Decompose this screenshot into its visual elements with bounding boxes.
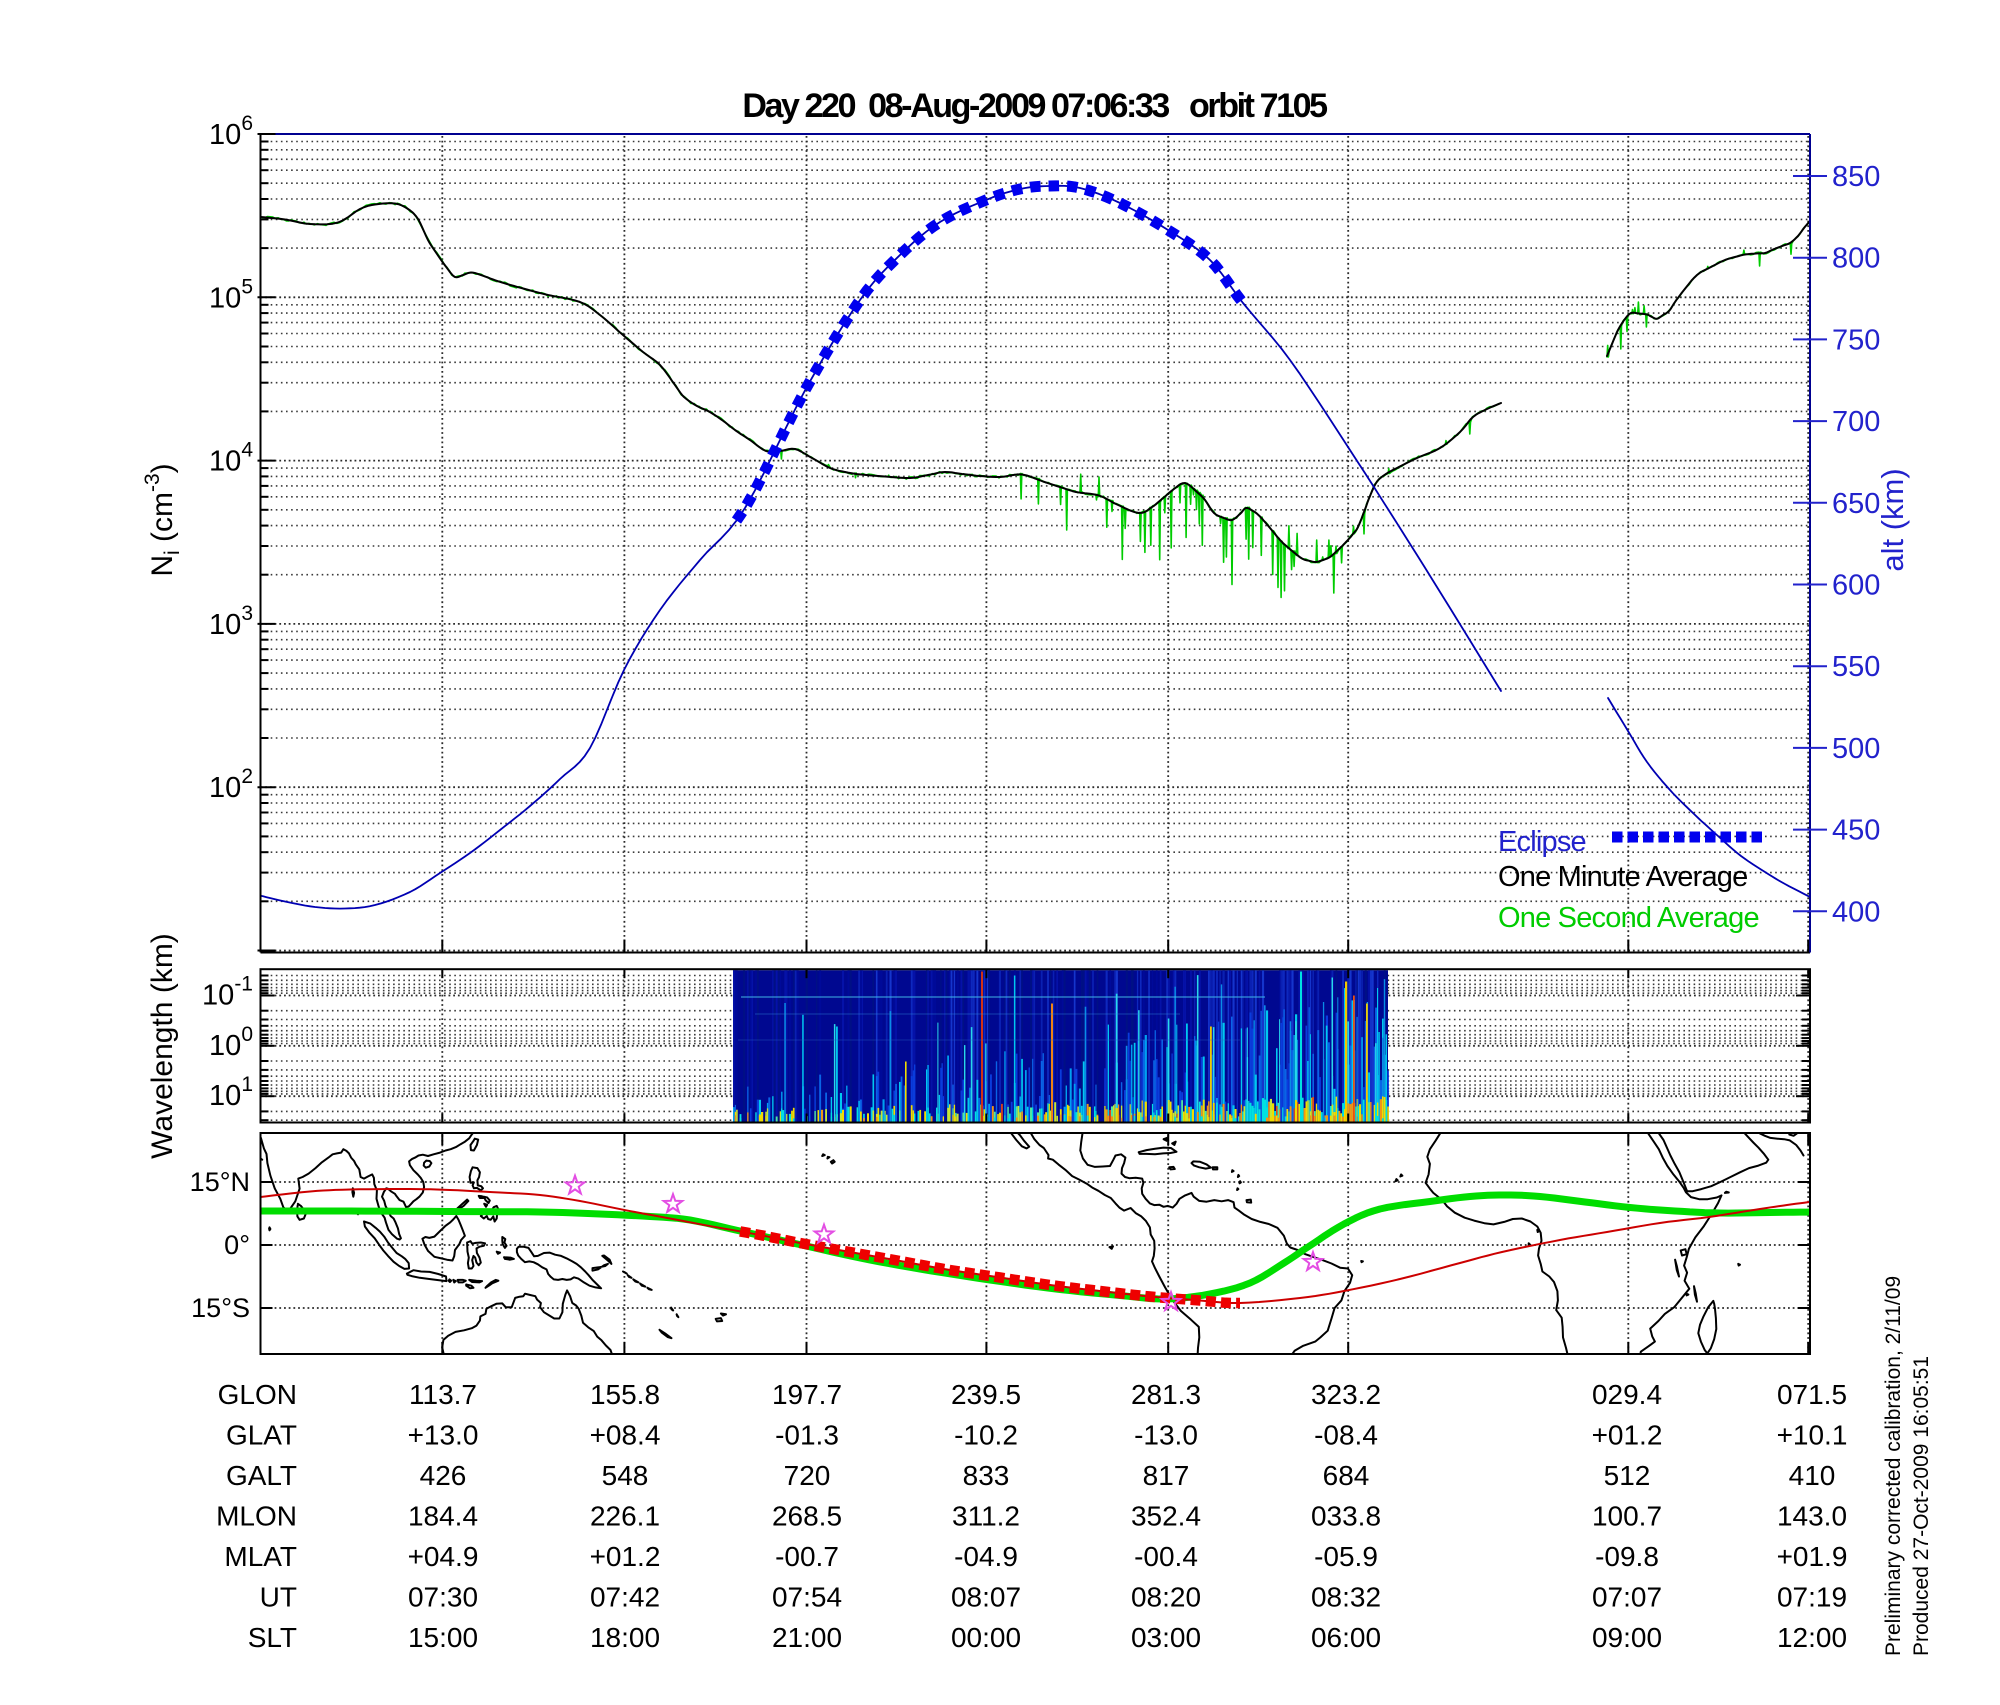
- svg-text:268.5: 268.5: [772, 1501, 842, 1532]
- svg-text:00:00: 00:00: [951, 1622, 1021, 1653]
- svg-text:21:00: 21:00: [772, 1622, 842, 1653]
- svg-text:143.0: 143.0: [1777, 1501, 1847, 1532]
- svg-text:600: 600: [1832, 570, 1880, 602]
- svg-text:-04.9: -04.9: [954, 1541, 1018, 1572]
- svg-text:155.8: 155.8: [590, 1379, 660, 1410]
- svg-text:-05.9: -05.9: [1314, 1541, 1378, 1572]
- svg-text:833: 833: [963, 1460, 1010, 1491]
- svg-text:281.3: 281.3: [1131, 1379, 1201, 1410]
- svg-text:100: 100: [209, 1023, 253, 1062]
- svg-text:750: 750: [1832, 324, 1880, 356]
- svg-text:103: 103: [209, 602, 253, 641]
- svg-text:+01.2: +01.2: [1592, 1420, 1663, 1451]
- svg-text:-13.0: -13.0: [1134, 1420, 1198, 1451]
- svg-text:Preliminary corrected calibrat: Preliminary corrected calibration, 2/11/…: [1882, 1276, 1905, 1656]
- svg-text:426: 426: [420, 1460, 467, 1491]
- svg-text:029.4: 029.4: [1592, 1379, 1662, 1410]
- svg-text:07:54: 07:54: [772, 1582, 842, 1613]
- svg-text:SLT: SLT: [248, 1622, 297, 1653]
- svg-text:100.7: 100.7: [1592, 1501, 1662, 1532]
- svg-text:+01.9: +01.9: [1777, 1541, 1848, 1572]
- svg-text:+04.9: +04.9: [408, 1541, 479, 1572]
- svg-text:197.7: 197.7: [772, 1379, 842, 1410]
- svg-text:311.2: 311.2: [952, 1501, 1020, 1532]
- svg-text:800: 800: [1832, 243, 1880, 275]
- svg-text:One Second Average: One Second Average: [1498, 902, 1759, 934]
- svg-text:400: 400: [1832, 896, 1880, 928]
- svg-text:One Minute Average: One Minute Average: [1498, 861, 1747, 893]
- svg-text:07:30: 07:30: [408, 1582, 478, 1613]
- svg-text:GLON: GLON: [218, 1379, 297, 1410]
- svg-text:720: 720: [784, 1460, 831, 1491]
- svg-text:15°S: 15°S: [191, 1293, 250, 1323]
- svg-text:550: 550: [1832, 651, 1880, 683]
- svg-text:06:00: 06:00: [1311, 1622, 1381, 1653]
- svg-text:410: 410: [1789, 1460, 1836, 1491]
- svg-text:104: 104: [209, 439, 253, 478]
- svg-text:548: 548: [602, 1460, 649, 1491]
- svg-text:+08.4: +08.4: [590, 1420, 661, 1451]
- svg-text:+10.1: +10.1: [1777, 1420, 1848, 1451]
- svg-text:12:00: 12:00: [1777, 1622, 1847, 1653]
- svg-text:352.4: 352.4: [1131, 1501, 1201, 1532]
- svg-text:033.8: 033.8: [1311, 1501, 1381, 1532]
- svg-text:684: 684: [1323, 1460, 1370, 1491]
- svg-text:650: 650: [1832, 488, 1880, 520]
- svg-text:18:00: 18:00: [590, 1622, 660, 1653]
- svg-text:07:07: 07:07: [1592, 1582, 1662, 1613]
- svg-text:15°N: 15°N: [190, 1167, 250, 1197]
- svg-text:102: 102: [209, 765, 253, 804]
- svg-text:Eclipse: Eclipse: [1498, 826, 1586, 858]
- svg-text:Wavelength (km): Wavelength (km): [146, 933, 179, 1159]
- svg-text:071.5: 071.5: [1777, 1379, 1847, 1410]
- svg-text:106: 106: [209, 112, 253, 151]
- svg-text:0°: 0°: [224, 1230, 250, 1260]
- svg-text:MLON: MLON: [216, 1501, 297, 1532]
- svg-text:105: 105: [209, 275, 253, 314]
- svg-text:08:32: 08:32: [1311, 1582, 1381, 1613]
- svg-text:09:00: 09:00: [1592, 1622, 1662, 1653]
- svg-text:-08.4: -08.4: [1314, 1420, 1378, 1451]
- svg-text:450: 450: [1832, 815, 1880, 847]
- svg-text:Day 220 08-Aug-2009 07:06:33: Day 220 08-Aug-2009 07:06:33 orbit 7105: [742, 87, 1327, 125]
- svg-text:+01.2: +01.2: [590, 1541, 661, 1572]
- svg-text:-01.3: -01.3: [775, 1420, 839, 1451]
- svg-text:-10.2: -10.2: [954, 1420, 1018, 1451]
- svg-text:-00.7: -00.7: [775, 1541, 839, 1572]
- svg-text:GALT: GALT: [226, 1460, 297, 1491]
- svg-text:850: 850: [1832, 161, 1880, 193]
- svg-text:08:20: 08:20: [1131, 1582, 1201, 1613]
- svg-text:MLAT: MLAT: [224, 1541, 297, 1572]
- svg-text:alt (km): alt (km): [1875, 468, 1910, 571]
- svg-text:512: 512: [1604, 1460, 1651, 1491]
- svg-text:226.1: 226.1: [590, 1501, 660, 1532]
- svg-text:07:42: 07:42: [590, 1582, 660, 1613]
- svg-text:-00.4: -00.4: [1134, 1541, 1198, 1572]
- svg-text:GLAT: GLAT: [226, 1420, 297, 1451]
- svg-text:Ni (cm-3): Ni (cm-3): [141, 463, 184, 576]
- svg-text:15:00: 15:00: [408, 1622, 478, 1653]
- svg-text:10-1: 10-1: [202, 973, 253, 1012]
- svg-text:239.5: 239.5: [951, 1379, 1021, 1410]
- svg-text:+13.0: +13.0: [408, 1420, 479, 1451]
- svg-text:Produced 27-Oct-2009 16:05:51: Produced 27-Oct-2009 16:05:51: [1910, 1356, 1933, 1656]
- svg-text:-09.8: -09.8: [1595, 1541, 1659, 1572]
- svg-text:113.7: 113.7: [409, 1379, 477, 1410]
- svg-text:101: 101: [209, 1073, 253, 1112]
- svg-text:UT: UT: [260, 1582, 297, 1613]
- svg-text:07:19: 07:19: [1777, 1582, 1847, 1613]
- svg-text:500: 500: [1832, 733, 1880, 765]
- svg-text:323.2: 323.2: [1311, 1379, 1381, 1410]
- svg-text:817: 817: [1143, 1460, 1190, 1491]
- svg-text:08:07: 08:07: [951, 1582, 1021, 1613]
- svg-text:03:00: 03:00: [1131, 1622, 1201, 1653]
- svg-text:700: 700: [1832, 406, 1880, 438]
- svg-text:184.4: 184.4: [408, 1501, 478, 1532]
